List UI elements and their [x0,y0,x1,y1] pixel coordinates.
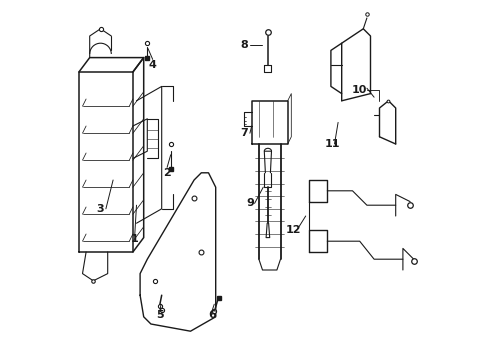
Text: 3: 3 [97,204,104,214]
Text: 1: 1 [131,234,138,244]
Text: 7: 7 [240,128,248,138]
Text: 5: 5 [156,310,163,320]
Text: 10: 10 [351,85,366,95]
Text: 6: 6 [208,310,216,320]
Text: 4: 4 [148,60,156,70]
Text: 2: 2 [163,168,171,178]
Text: 12: 12 [285,225,300,235]
Text: 9: 9 [245,198,253,208]
Text: 11: 11 [325,139,340,149]
Text: 8: 8 [240,40,248,50]
